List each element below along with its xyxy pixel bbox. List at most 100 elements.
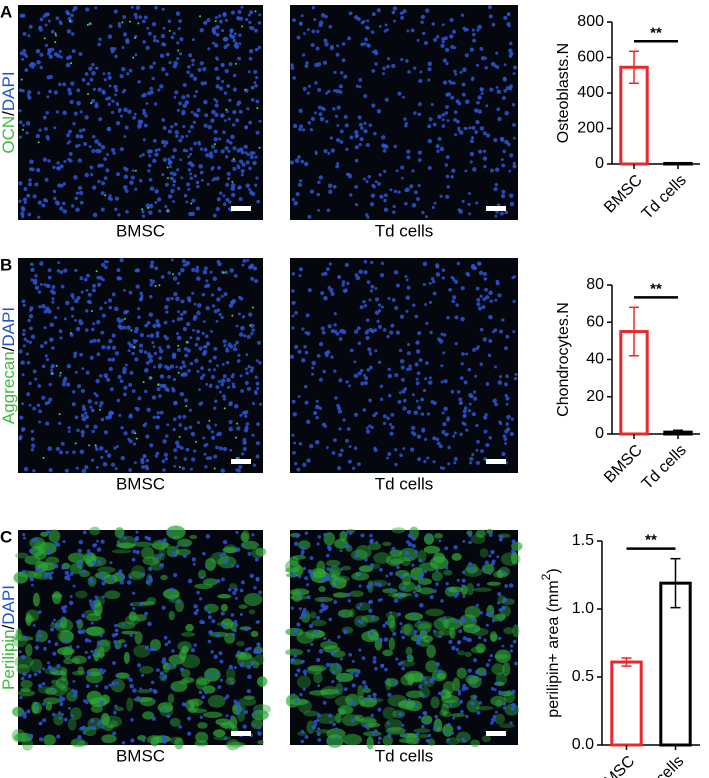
nucleus	[375, 180, 378, 183]
nucleus	[455, 342, 458, 345]
nucleus	[311, 367, 314, 370]
nucleus	[226, 378, 230, 382]
nucleus	[124, 644, 128, 648]
nucleus	[170, 297, 173, 300]
nucleus	[235, 118, 239, 122]
nucleus	[136, 5, 140, 9]
nucleus	[431, 277, 434, 280]
nucleus	[231, 11, 235, 15]
nucleus	[233, 160, 236, 163]
nucleus	[166, 297, 170, 301]
nucleus	[509, 42, 513, 46]
nucleus	[26, 121, 30, 125]
nucleus	[74, 299, 79, 304]
nucleus	[56, 161, 59, 164]
nucleus	[305, 64, 309, 68]
nucleus	[150, 333, 155, 338]
nucleus	[406, 149, 410, 153]
nucleus	[483, 639, 486, 642]
nucleus	[254, 156, 257, 159]
nucleus	[163, 144, 166, 147]
nucleus	[186, 182, 190, 186]
nucleus	[71, 32, 74, 35]
nucleus	[128, 383, 132, 387]
nucleus	[118, 22, 121, 25]
nucleus	[68, 707, 71, 710]
nucleus	[196, 370, 199, 373]
nucleus	[146, 46, 150, 50]
nucleus	[214, 399, 217, 402]
nucleus	[218, 14, 221, 17]
nucleus	[18, 109, 21, 112]
nucleus	[223, 202, 227, 206]
nucleus	[186, 70, 190, 74]
nucleus	[496, 86, 499, 89]
stain-label: OCN/DAPI	[0, 71, 18, 153]
nucleus	[457, 128, 460, 131]
nucleus	[164, 321, 168, 325]
nucleus	[414, 550, 418, 554]
nucleus	[38, 670, 41, 673]
nucleus	[49, 468, 53, 472]
nucleus	[302, 463, 306, 467]
nucleus	[422, 677, 426, 681]
nucleus	[452, 295, 456, 299]
nucleus	[251, 86, 255, 90]
stain-part: DAPI	[0, 585, 18, 625]
nucleus	[116, 317, 120, 321]
green-signal	[389, 620, 396, 632]
nucleus	[168, 640, 172, 644]
nucleus	[231, 193, 235, 197]
nucleus	[129, 575, 133, 579]
nucleus	[370, 539, 374, 543]
nucleus	[440, 466, 443, 469]
nucleus	[147, 622, 151, 626]
nucleus	[302, 53, 305, 56]
nucleus	[329, 721, 332, 724]
green-signal	[418, 578, 432, 585]
green-signal	[361, 615, 380, 623]
nucleus	[393, 682, 397, 686]
nucleus	[484, 66, 488, 70]
nucleus	[78, 319, 82, 323]
nucleus	[364, 260, 367, 263]
nucleus	[72, 49, 76, 53]
nucleus	[116, 121, 120, 125]
nucleus	[511, 276, 514, 279]
nucleus	[77, 561, 82, 566]
nucleus	[128, 468, 132, 472]
nucleus	[91, 328, 94, 331]
nucleus	[446, 433, 449, 436]
nucleus	[443, 407, 447, 411]
nucleus	[139, 298, 143, 302]
nucleus	[422, 630, 426, 634]
nucleus	[386, 622, 389, 625]
green-signal	[208, 695, 226, 708]
nucleus	[219, 191, 223, 195]
green-signal	[194, 583, 213, 589]
nucleus	[237, 10, 241, 14]
nucleus	[343, 75, 347, 79]
green-signal	[231, 315, 233, 317]
nucleus	[332, 451, 336, 455]
nucleus	[134, 357, 138, 361]
nucleus	[156, 557, 159, 560]
nucleus	[445, 93, 448, 96]
nucleus	[406, 295, 410, 299]
nucleus	[403, 399, 407, 403]
nucleus	[222, 130, 226, 134]
nucleus	[240, 613, 243, 616]
nucleus	[177, 109, 180, 112]
nucleus	[22, 570, 26, 574]
nucleus	[158, 394, 162, 398]
nucleus	[291, 434, 294, 437]
nucleus	[304, 162, 308, 166]
nucleus	[57, 261, 60, 264]
nucleus	[164, 636, 168, 640]
nucleus	[23, 338, 26, 341]
green-signal	[150, 377, 152, 379]
green-signal	[147, 207, 149, 209]
nucleus	[54, 52, 58, 56]
nucleus	[382, 624, 386, 628]
nucleus	[328, 547, 332, 551]
